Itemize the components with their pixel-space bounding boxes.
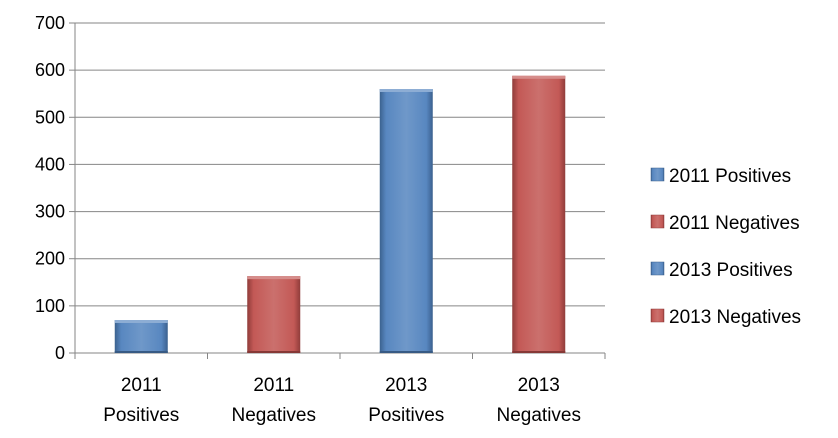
legend-item: 2011 Positives — [650, 166, 791, 187]
y-tick-label: 600 — [35, 60, 65, 80]
gridlines — [75, 22, 605, 307]
legend-item: 2013 Negatives — [650, 307, 801, 328]
legend-label: 2011 Negatives — [669, 213, 800, 234]
bar — [512, 75, 566, 354]
legend-item: 2013 Positives — [650, 260, 793, 281]
bars — [114, 75, 566, 354]
legend-item: 2011 Negatives — [650, 213, 800, 234]
legend-label: 2013 Negatives — [669, 307, 801, 328]
legend-swatch — [650, 261, 665, 276]
x-tick-label: 2013 Positives — [368, 375, 444, 426]
y-tick-label: 100 — [35, 296, 65, 316]
y-tick-label: 400 — [35, 154, 65, 174]
y-tick-label: 500 — [35, 107, 65, 127]
legend-swatch — [650, 167, 665, 182]
legend-swatch — [650, 214, 665, 229]
legend-label: 2011 Positives — [669, 166, 791, 187]
legend-label: 2013 Positives — [669, 260, 793, 281]
bar — [379, 89, 433, 353]
legend: 2011 Positives 2011 Negatives 2013 Positiv… — [650, 166, 801, 328]
x-tick-label: 2011 Negatives — [232, 375, 317, 426]
y-tick-label: 0 — [55, 343, 65, 363]
axis-labels: 0 100 200 300 400 500 600 700 2011 Positives 2011 N… — [35, 13, 581, 426]
x-tick-label: 2011 Positives — [103, 375, 179, 426]
legend-swatch — [650, 308, 665, 323]
bar — [114, 320, 168, 353]
y-tick-label: 300 — [35, 202, 65, 222]
bar — [247, 276, 301, 353]
y-tick-label: 700 — [35, 13, 65, 33]
y-tick-label: 200 — [35, 249, 65, 269]
x-tick-label: 2013 Negatives — [497, 375, 582, 426]
